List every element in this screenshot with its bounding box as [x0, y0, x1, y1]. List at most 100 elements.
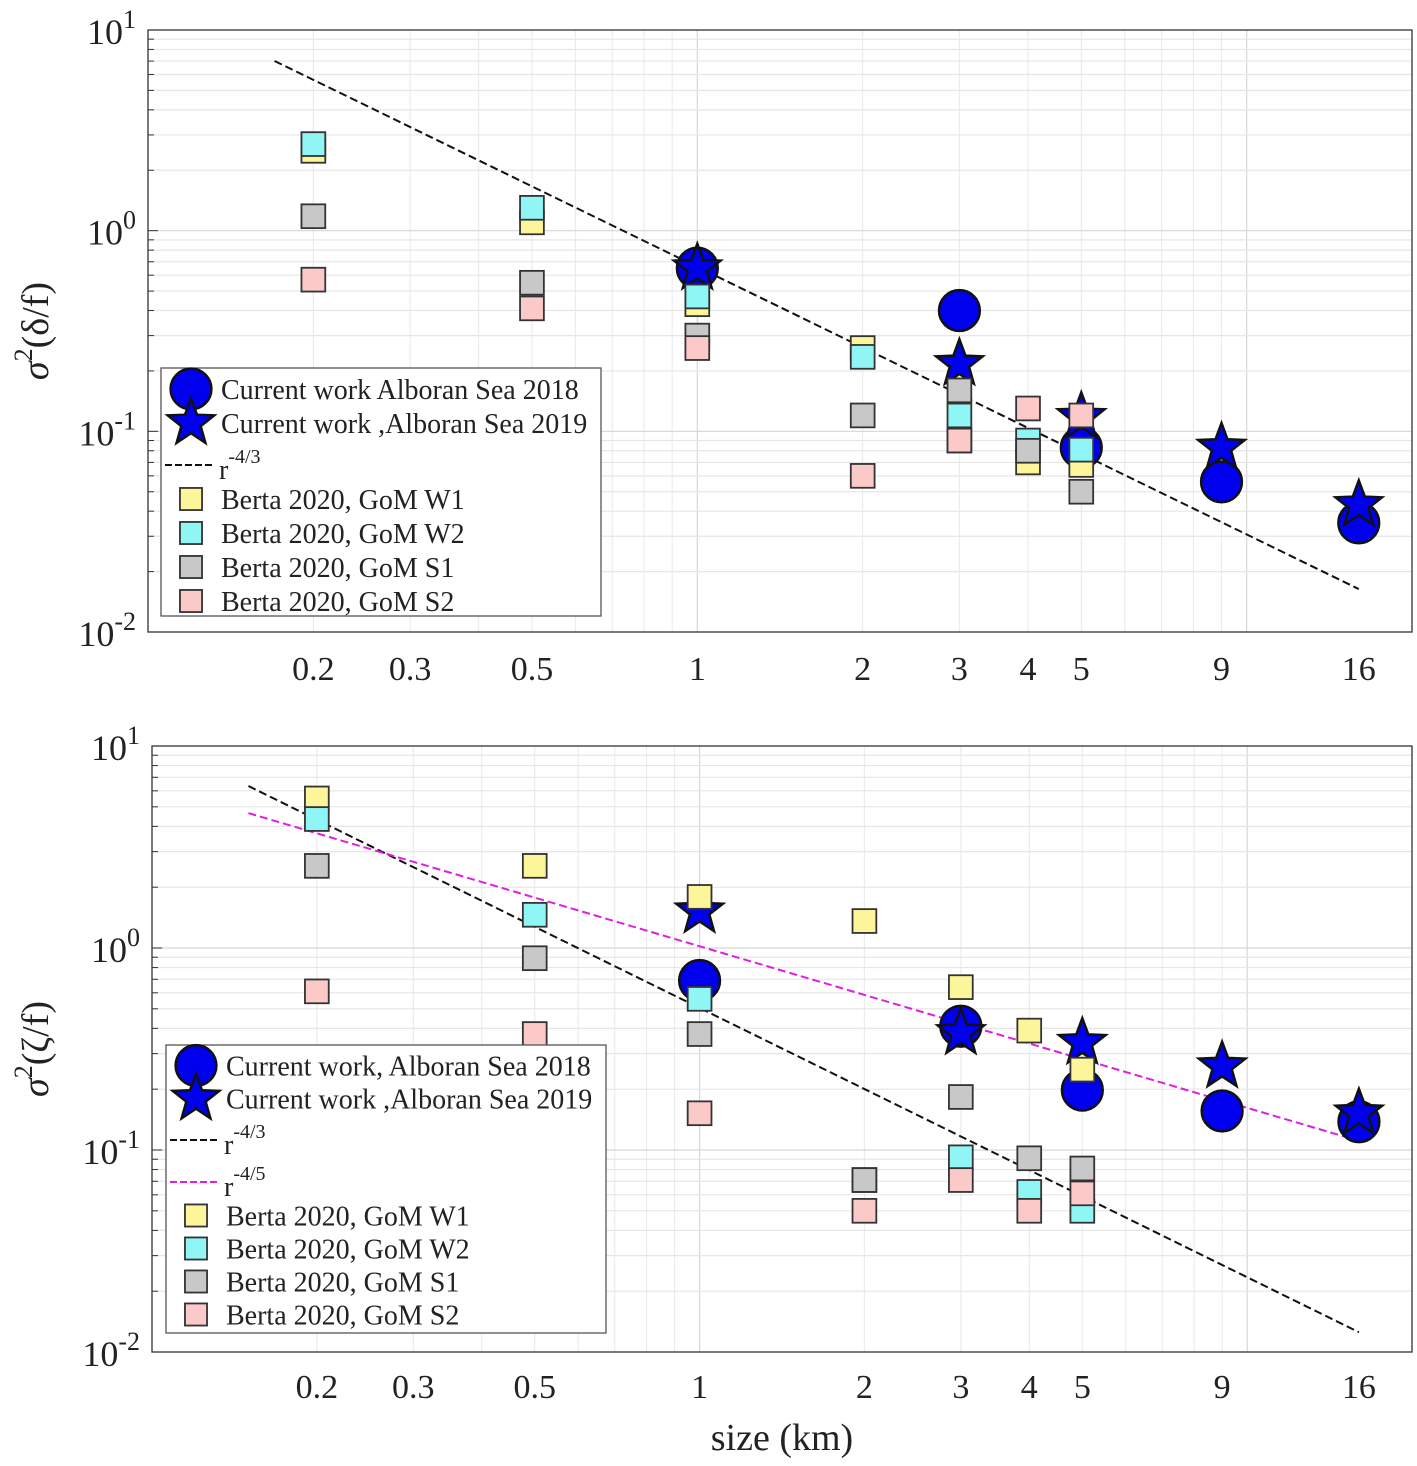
legend-fit-exponent: -4/5 — [233, 1163, 265, 1185]
x-axis-label: size (km) — [711, 1417, 853, 1459]
x-tick-label: 3 — [952, 1369, 969, 1406]
legend-label: Current work Alboran Sea 2018 — [221, 375, 579, 406]
y-tick-exponent: -1 — [118, 1125, 140, 1154]
square-point — [946, 377, 973, 404]
legend-fit-exponent: -4/3 — [233, 1121, 265, 1143]
x-tick-label: 0.2 — [296, 1369, 339, 1406]
legend-fit-exponent: -4/3 — [228, 446, 260, 468]
square-point — [849, 344, 876, 370]
square-point — [948, 1167, 974, 1193]
series-berta-2020-gom-s2 — [304, 978, 1096, 1224]
x-tick-label: 2 — [854, 651, 871, 688]
y-tick-label: 101 — [91, 721, 140, 768]
legend-label: r-4/5 — [224, 1163, 266, 1203]
series-current-work-alboran-sea-2019 — [670, 240, 1386, 528]
square-point — [1069, 1056, 1096, 1083]
x-tick-label: 0.2 — [292, 651, 335, 688]
legend-star-icon — [169, 1070, 223, 1122]
square-point — [304, 806, 330, 832]
legend-label: Current work, Alboran Sea 2018 — [226, 1052, 591, 1083]
legend-label: Berta 2020, GoM S1 — [221, 553, 454, 584]
x-tick-label: 0.3 — [389, 651, 432, 688]
square-point — [1068, 436, 1095, 463]
square-point — [851, 1198, 878, 1224]
square-point — [684, 335, 711, 361]
square-point — [304, 978, 330, 1005]
square-point — [300, 131, 327, 157]
y-tick-base: 10 — [82, 1132, 118, 1172]
y-tick-base: 10 — [78, 413, 114, 453]
y-label-sup: 2 — [9, 1065, 38, 1078]
circle-point — [1199, 460, 1244, 504]
square-point — [1069, 1180, 1096, 1207]
square-point — [946, 427, 973, 454]
y-tick-base: 10 — [91, 728, 127, 768]
y-tick-exponent: -1 — [114, 406, 136, 435]
legend-label: r-4/3 — [219, 446, 261, 486]
star-point — [934, 1004, 988, 1056]
legend-label: Berta 2020, GoM W2 — [226, 1235, 470, 1266]
legend-square-icon — [184, 1236, 208, 1261]
y-axis-label: σ2(ζ/f) — [9, 1001, 57, 1097]
x-tick-label: 5 — [1074, 1369, 1091, 1406]
legend-label: Berta 2020, GoM W2 — [221, 519, 465, 550]
legend-square-icon — [184, 1269, 208, 1294]
x-tick-label: 16 — [1342, 651, 1376, 688]
y-label-sup: 2 — [9, 348, 38, 361]
square-point — [849, 402, 876, 429]
legend-label: Berta 2020, GoM W1 — [221, 485, 465, 516]
legend-label: Berta 2020, GoM S2 — [226, 1301, 459, 1332]
y-tick-base: 10 — [82, 1334, 118, 1374]
square-point — [948, 1084, 974, 1110]
legend-fit-base: r — [219, 455, 229, 486]
y-tick-base: 10 — [91, 930, 127, 970]
x-tick-label: 4 — [1020, 651, 1037, 688]
star-point — [1055, 1014, 1110, 1066]
grid — [148, 30, 1412, 632]
star-point — [1332, 476, 1386, 528]
y-tick-base: 10 — [78, 614, 114, 654]
square-point — [1015, 437, 1041, 464]
legend-fit-base: r — [224, 1130, 234, 1161]
star-point — [932, 335, 987, 387]
y-tick-label: 10-2 — [82, 1327, 140, 1374]
legend-square-icon — [179, 555, 203, 579]
square-point — [1068, 478, 1095, 505]
legend-square-icon — [184, 1302, 208, 1327]
square-point — [686, 884, 713, 910]
circle-point — [1200, 1089, 1244, 1133]
fit-line--4-5 — [248, 812, 1360, 1142]
square-point — [521, 853, 548, 879]
y-tick-label: 100 — [91, 923, 140, 970]
legend-label: Berta 2020, GoM W1 — [226, 1202, 470, 1233]
legend-box — [165, 1044, 607, 1334]
legend-label: Berta 2020, GoM S1 — [226, 1268, 459, 1299]
legend-square-icon — [179, 589, 203, 613]
series-berta-2020-gom-w1 — [304, 785, 1096, 1083]
fit-line--4-3 — [274, 60, 1360, 590]
square-point — [1069, 1155, 1096, 1182]
circle-point — [937, 288, 982, 333]
legend-label: r-4/3 — [224, 1121, 266, 1161]
x-tick-label: 9 — [1214, 1369, 1231, 1406]
square-point — [948, 1144, 974, 1171]
y-axis-label: σ2(δ/f) — [9, 282, 57, 380]
x-tick-label: 3 — [951, 651, 968, 688]
y-tick-exponent: -2 — [118, 1327, 140, 1356]
x-tick-label: 0.5 — [513, 1369, 556, 1406]
legend-square-icon — [184, 1203, 208, 1228]
y-tick-label: 100 — [87, 206, 136, 253]
plot-area-border — [151, 745, 1413, 1353]
x-tick-label: 2 — [856, 1369, 873, 1406]
square-point — [521, 902, 548, 928]
legend-label: Berta 2020, GoM S2 — [221, 587, 454, 618]
y-label-rest: (δ/f) — [15, 282, 57, 348]
y-label-rest: (ζ/f) — [15, 1001, 57, 1065]
star-point — [1194, 419, 1249, 471]
series-berta-2020-gom-s1 — [304, 853, 1096, 1193]
square-point — [1068, 402, 1095, 429]
legend-label: Current work ,Alboran Sea 2019 — [226, 1085, 592, 1116]
